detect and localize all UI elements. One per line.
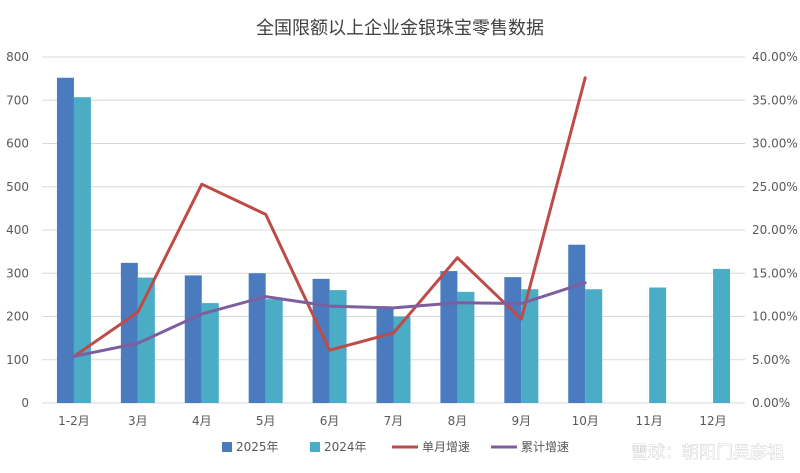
right-axis-ticks: 0.00% 5.00% 10.00% 15.00% 20.00% 25.00% 30.00%… (752, 50, 798, 410)
left-tick-label: 0 (21, 396, 29, 410)
bar (248, 273, 266, 403)
right-tick-label: 15.00% (752, 266, 798, 280)
bar (201, 303, 219, 403)
bar (56, 77, 74, 403)
series-line (72, 281, 587, 358)
left-tick-label: 200 (6, 310, 29, 324)
bar (504, 277, 522, 403)
right-tick-label: 20.00% (752, 223, 798, 237)
left-tick-label: 300 (6, 266, 29, 280)
bar (585, 289, 603, 403)
left-tick-label: 500 (6, 180, 29, 194)
right-tick-label: 10.00% (752, 310, 798, 324)
bar (393, 316, 411, 403)
bar (440, 271, 458, 403)
chart-title: 全国限额以上企业金银珠宝零售数据 (256, 18, 544, 39)
legend-swatch (310, 442, 320, 452)
category-tick-label: 3月 (128, 414, 148, 428)
legend: 2025年 2024年 单月增速 累计增速 (222, 440, 569, 454)
bar (649, 287, 667, 403)
right-tick-label: 0.00% (752, 396, 790, 410)
left-tick-label: 700 (6, 93, 29, 107)
right-tick-label: 5.00% (752, 353, 790, 367)
left-tick-label: 100 (6, 353, 29, 367)
series-line (72, 76, 587, 358)
legend-label: 2024年 (324, 440, 367, 454)
category-tick-label: 11月 (635, 414, 662, 428)
left-tick-label: 400 (6, 223, 29, 237)
category-axis-ticks: 1-2月 3月 4月 5月 6月 7月 8月 9月 10月 11月 12月 (58, 414, 727, 428)
category-tick-label: 4月 (192, 414, 212, 428)
right-tick-label: 30.00% (752, 137, 798, 151)
watermark-text: 雪球：朝阳门吴彦祖 (631, 443, 784, 463)
category-tick-label: 6月 (320, 414, 340, 428)
bar (521, 289, 539, 403)
bar (265, 299, 283, 403)
line-series (72, 76, 587, 358)
bar (713, 268, 731, 403)
category-tick-label: 12月 (699, 414, 726, 428)
category-tick-label: 9月 (511, 414, 531, 428)
left-tick-label: 800 (6, 50, 29, 64)
category-tick-label: 8月 (448, 414, 468, 428)
category-tick-label: 7月 (384, 414, 404, 428)
legend-swatch (222, 442, 232, 452)
bar (73, 97, 91, 403)
legend-label: 累计增速 (521, 440, 569, 454)
legend-label: 2025年 (236, 440, 279, 454)
category-tick-label: 5月 (256, 414, 276, 428)
bar (457, 291, 475, 403)
bar (376, 306, 394, 403)
bar (120, 262, 138, 403)
category-tick-label: 1-2月 (58, 414, 90, 428)
bar (184, 275, 202, 403)
right-tick-label: 40.00% (752, 50, 798, 64)
right-tick-label: 35.00% (752, 93, 798, 107)
left-tick-label: 600 (6, 137, 29, 151)
bar (568, 244, 586, 403)
category-tick-label: 10月 (572, 414, 599, 428)
legend-label: 单月增速 (422, 440, 470, 454)
left-axis-ticks: 0 100 200 300 400 500 600 700 800 (6, 50, 29, 410)
right-tick-label: 25.00% (752, 180, 798, 194)
bar (312, 278, 330, 403)
